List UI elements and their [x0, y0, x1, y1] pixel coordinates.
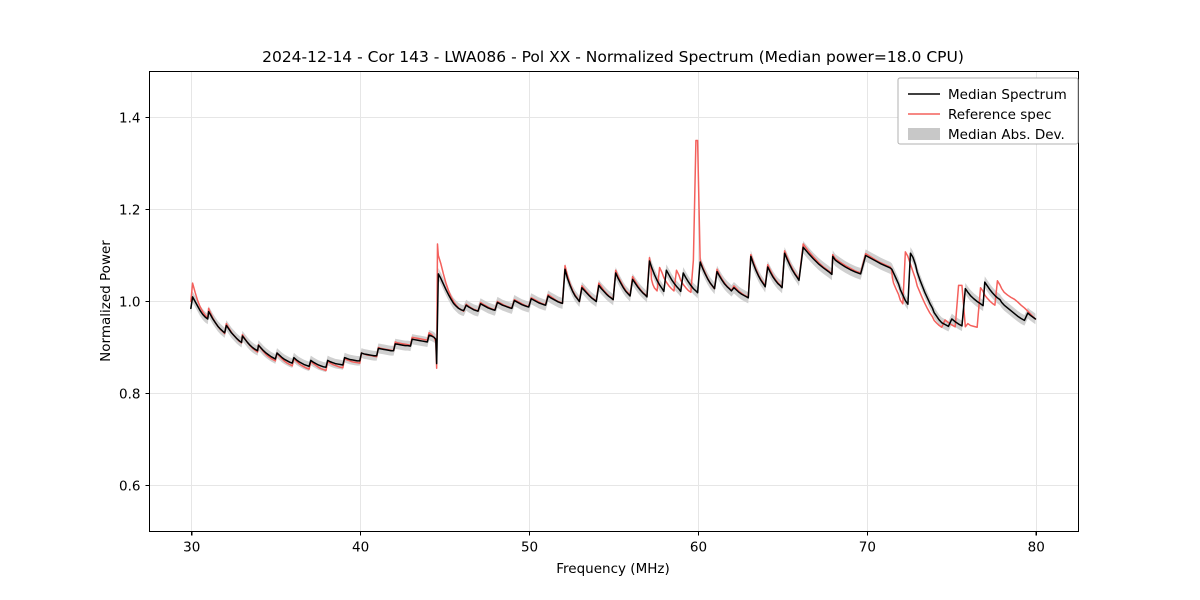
legend-label: Reference spec [948, 107, 1052, 123]
x-tick-label: 30 [183, 540, 200, 556]
y-tick-label: 0.6 [119, 479, 140, 495]
median-spectrum-line [190, 246, 1037, 369]
x-tick-label: 80 [1028, 540, 1045, 556]
y-tick-label: 1.4 [119, 111, 140, 127]
legend-background [897, 77, 1079, 145]
legend-label: Median Abs. Dev. [948, 127, 1065, 143]
axis-ticks: 30 40 50 60 70 80 0.6 0.8 1.0 1.2 1.4 [119, 111, 1045, 556]
y-axis-label: Normalized Power [98, 240, 114, 362]
plot-data-layer [190, 139, 1037, 373]
x-tick-label: 60 [690, 540, 707, 556]
median-abs-dev-band [190, 241, 1036, 373]
y-tick-label: 1.2 [119, 203, 140, 219]
chart-title: 2024-12-14 - Cor 143 - LWA086 - Pol XX -… [262, 48, 964, 66]
x-tick-label: 50 [521, 540, 538, 556]
x-tick-label: 70 [859, 540, 876, 556]
x-tick-label: 40 [352, 540, 369, 556]
chart-legend: Median Spectrum Reference spec Median Abs.… [897, 77, 1079, 145]
x-axis-label: Frequency (MHz) [556, 561, 669, 577]
legend-label: Median Spectrum [948, 87, 1067, 103]
legend-patch-swatch [908, 128, 940, 140]
y-tick-label: 1.0 [119, 295, 140, 311]
y-tick-label: 0.8 [119, 387, 140, 403]
